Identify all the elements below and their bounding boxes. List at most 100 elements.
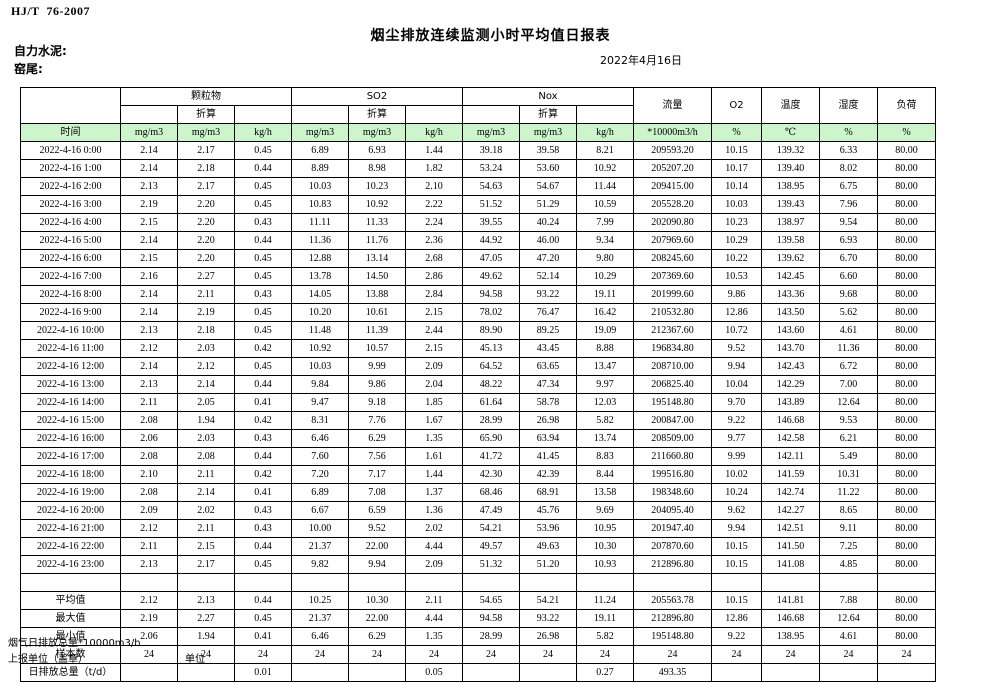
cell-value: 16.42	[576, 303, 634, 322]
cell-value: 2.17	[177, 177, 235, 196]
cell-value: 41.72	[462, 447, 520, 466]
cell-timestamp: 2022-4-16 6:00	[20, 249, 121, 268]
cell-timestamp: 2022-4-16 2:00	[20, 177, 121, 196]
cell-value: 2.15	[120, 249, 178, 268]
cell-value: 2.14	[120, 231, 178, 250]
cell-value: 0.45	[234, 249, 292, 268]
summary-cell: 19.11	[576, 609, 634, 628]
spacer-cell	[120, 573, 178, 592]
cell-value: 0.43	[234, 501, 292, 520]
cell-value: 80.00	[877, 411, 936, 430]
cell-value: 47.20	[519, 249, 577, 268]
summary-row-daily-total: 日排放总量（t/d） 0.01 0.05 0.27 493.35	[20, 663, 936, 682]
cell-timestamp: 2022-4-16 15:00	[20, 411, 121, 430]
cell-value: 6.93	[348, 141, 406, 160]
summary-cell: 2.11	[405, 591, 463, 610]
table-row: 2022-4-16 13:00 2.13 2.14 0.44 9.84 9.86 2.04 4…	[20, 375, 936, 394]
cell-value: 11.76	[348, 231, 406, 250]
summary-cell: 28.99	[462, 627, 520, 646]
cell-value: 0.41	[234, 483, 292, 502]
summary-cell: 80.00	[877, 591, 936, 610]
cell-value: 0.42	[234, 339, 292, 358]
cell-value: 2.86	[405, 267, 463, 286]
cell-value: 49.57	[462, 537, 520, 556]
cell-timestamp: 2022-4-16 18:00	[20, 465, 121, 484]
cell-value: 80.00	[877, 177, 936, 196]
cell-value: 6.21	[819, 429, 878, 448]
cell-value: 2.15	[405, 303, 463, 322]
table-row: 2022-4-16 14:00 2.11 2.05 0.41 9.47 9.18 1.85 6…	[20, 393, 936, 412]
header-sub-converted-so2: 折算	[348, 105, 406, 124]
cell-value: 11.36	[291, 231, 349, 250]
cell-value: 0.45	[234, 267, 292, 286]
cell-value: 10.15	[711, 537, 762, 556]
cell-value: 139.32	[761, 141, 820, 160]
cell-value: 8.88	[576, 339, 634, 358]
cell-value: 2.13	[120, 177, 178, 196]
summary-cell: 24	[291, 645, 349, 664]
cell-value: 9.18	[348, 393, 406, 412]
header-group-so2: SO2	[291, 87, 463, 106]
cell-value: 10.20	[291, 303, 349, 322]
cell-value: 80.00	[877, 537, 936, 556]
cell-value: 0.43	[234, 429, 292, 448]
cell-value: 2.12	[120, 339, 178, 358]
summary-cell: 0.45	[234, 609, 292, 628]
table-row: 2022-4-16 5:00 2.14 2.20 0.44 11.36 11.76 2.36…	[20, 231, 936, 250]
summary-cell: 22.00	[348, 609, 406, 628]
cell-value: 143.89	[761, 393, 820, 412]
summary-cell: 12.86	[711, 609, 762, 628]
cell-value: 2.27	[177, 267, 235, 286]
spacer-cell	[177, 573, 235, 592]
cell-value: 0.43	[234, 519, 292, 538]
summary-cell: 10.30	[348, 591, 406, 610]
cell-value: 10.15	[711, 555, 762, 574]
cell-value: 80.00	[877, 555, 936, 574]
cell-value: 2.12	[177, 357, 235, 376]
summary-label-average: 平均值	[20, 591, 121, 610]
cell-value: 139.40	[761, 159, 820, 178]
cell-value: 208245.60	[633, 249, 712, 268]
cell-value: 9.94	[711, 357, 762, 376]
cell-value: 22.00	[348, 537, 406, 556]
cell-value: 10.23	[711, 213, 762, 232]
cell-timestamp: 2022-4-16 7:00	[20, 267, 121, 286]
cell-value: 80.00	[877, 447, 936, 466]
cell-value: 10.72	[711, 321, 762, 340]
cell-value: 2.16	[120, 267, 178, 286]
cell-value: 142.43	[761, 357, 820, 376]
cell-value: 207870.60	[633, 537, 712, 556]
cell-value: 80.00	[877, 321, 936, 340]
cell-value: 202090.80	[633, 213, 712, 232]
cell-value: 9.80	[576, 249, 634, 268]
cell-value: 0.44	[234, 231, 292, 250]
cell-value: 1.85	[405, 393, 463, 412]
cell-value: 9.11	[819, 519, 878, 538]
cell-value: 2.08	[120, 483, 178, 502]
summary-label-daily-total: 日排放总量（t/d）	[20, 663, 121, 682]
cell-value: 80.00	[877, 393, 936, 412]
cell-value: 78.02	[462, 303, 520, 322]
cell-value: 80.00	[877, 249, 936, 268]
table-row: 2022-4-16 3:00 2.19 2.20 0.45 10.83 10.92 2.22…	[20, 195, 936, 214]
report-date: 2022年4月16日	[600, 54, 682, 67]
cell-value: 7.17	[348, 465, 406, 484]
cell-value: 8.98	[348, 159, 406, 178]
cell-value: 2.15	[120, 213, 178, 232]
cell-value: 2.14	[177, 375, 235, 394]
cell-value: 6.46	[291, 429, 349, 448]
summary-cell: 24	[576, 645, 634, 664]
header-group-nox: Nox	[462, 87, 634, 106]
cell-value: 10.95	[576, 519, 634, 538]
summary-cell: 24	[633, 645, 712, 664]
cell-value: 9.86	[348, 375, 406, 394]
summary-cell: 24	[348, 645, 406, 664]
cell-value: 9.62	[711, 501, 762, 520]
cell-value: 46.00	[519, 231, 577, 250]
summary-row-max: 最大值 2.19 2.27 0.45 21.37 22.00 4.44 94.58 93.22 1…	[20, 609, 936, 628]
cell-timestamp: 2022-4-16 13:00	[20, 375, 121, 394]
unit-cell-5: mg/m3	[348, 123, 406, 142]
cell-value: 47.05	[462, 249, 520, 268]
cell-value: 9.94	[348, 555, 406, 574]
cell-value: 9.97	[576, 375, 634, 394]
